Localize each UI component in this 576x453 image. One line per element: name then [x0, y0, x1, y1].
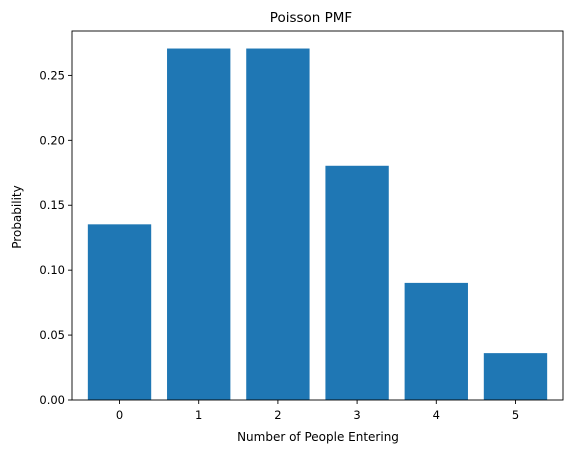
bar-4 — [404, 282, 468, 400]
x-tick-label-4: 4 — [433, 408, 440, 422]
plot-frame — [71, 30, 564, 401]
y-tick-label-0.15: 0.15 — [39, 198, 65, 212]
x-axis-label: Number of People Entering — [237, 430, 399, 444]
chart-title: Poisson PMF — [270, 10, 352, 26]
plot-area — [87, 48, 548, 401]
y-tick-label-0.20: 0.20 — [39, 133, 65, 147]
x-tick-label-5: 5 — [512, 408, 519, 422]
y-tick-label-0.05: 0.05 — [39, 328, 65, 342]
x-tick-label-2: 2 — [274, 408, 281, 422]
y-tick-label-0.10: 0.10 — [39, 263, 65, 277]
bar-2 — [246, 48, 310, 401]
x-axis: 0 1 2 3 4 5 — [116, 400, 519, 422]
bar-3 — [325, 165, 389, 400]
bar-1 — [167, 48, 231, 401]
y-axis: 0.00 0.05 0.10 0.15 0.20 0.25 — [39, 68, 72, 407]
x-tick-label-3: 3 — [353, 408, 360, 422]
y-axis-label: Probability — [10, 185, 24, 248]
x-tick-label-1: 1 — [195, 408, 202, 422]
x-tick-label-0: 0 — [116, 408, 123, 422]
y-tick-label-0.25: 0.25 — [39, 68, 65, 82]
bar-5 — [483, 353, 548, 400]
bar-0 — [87, 224, 152, 400]
y-tick-label-0.00: 0.00 — [39, 393, 65, 407]
